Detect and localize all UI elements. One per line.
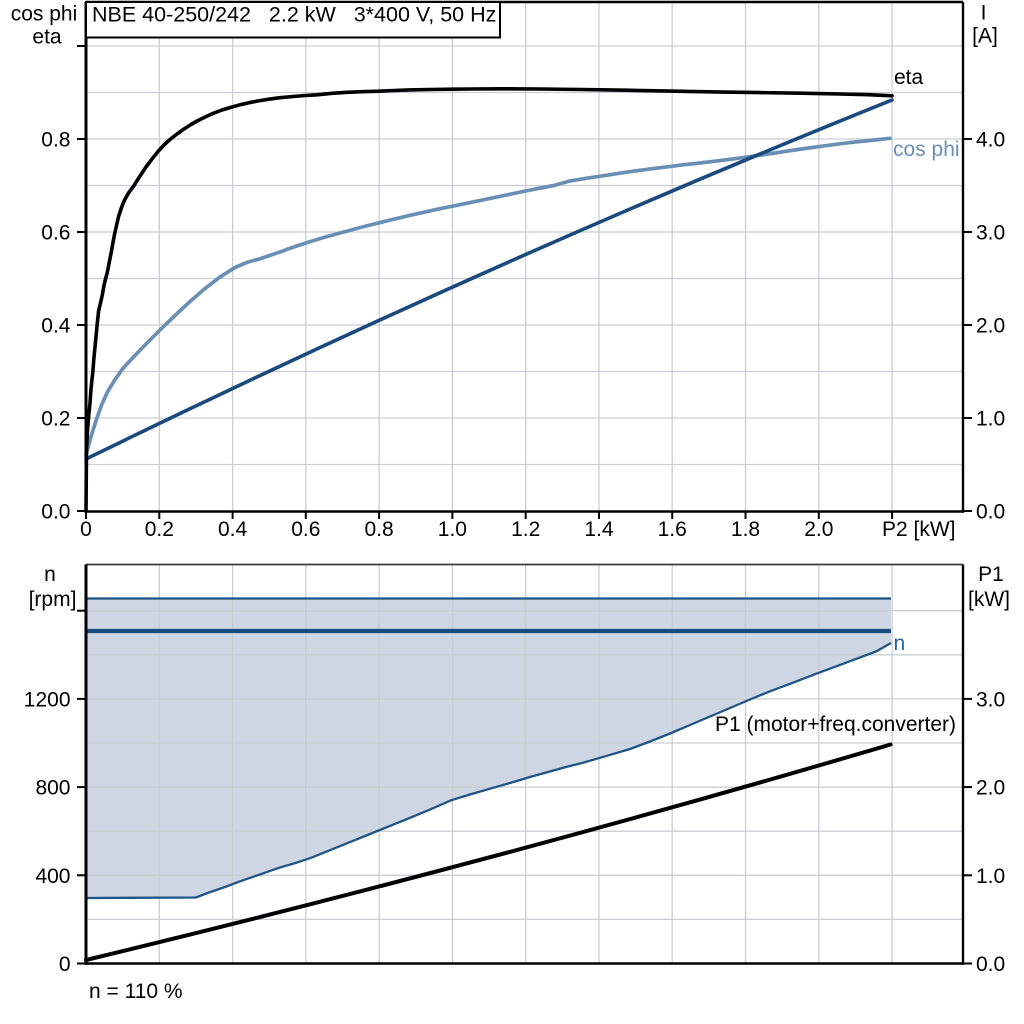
- svg-text:0.4: 0.4: [218, 518, 248, 541]
- svg-text:n: n: [894, 632, 906, 655]
- svg-text:1.0: 1.0: [438, 518, 467, 541]
- svg-text:[A]: [A]: [972, 25, 998, 48]
- svg-text:n = 110 %: n = 110 %: [89, 980, 183, 1003]
- svg-text:eta: eta: [32, 26, 62, 49]
- svg-text:4.0: 4.0: [976, 129, 1005, 152]
- svg-text:3.0: 3.0: [976, 222, 1005, 245]
- svg-text:1200: 1200: [24, 688, 71, 711]
- svg-text:P1 (motor+freq.converter): P1 (motor+freq.converter): [715, 713, 956, 736]
- svg-text:1.6: 1.6: [658, 518, 687, 541]
- svg-text:3.0: 3.0: [976, 688, 1005, 711]
- svg-text:0.8: 0.8: [364, 518, 393, 541]
- svg-text:eta: eta: [894, 66, 924, 89]
- svg-text:0.0: 0.0: [976, 501, 1005, 524]
- svg-text:2.0: 2.0: [976, 777, 1005, 800]
- svg-text:1.4: 1.4: [584, 518, 614, 541]
- svg-text:0: 0: [80, 518, 92, 541]
- svg-text:0.6: 0.6: [41, 222, 70, 245]
- svg-text:n: n: [44, 563, 56, 586]
- svg-text:400: 400: [35, 865, 70, 888]
- svg-text:0.4: 0.4: [41, 315, 71, 338]
- svg-text:P1: P1: [978, 563, 1004, 586]
- svg-text:cos phi: cos phi: [11, 3, 78, 26]
- svg-text:2.0: 2.0: [804, 518, 833, 541]
- svg-text:0.8: 0.8: [41, 129, 70, 152]
- svg-text:800: 800: [35, 777, 70, 800]
- svg-text:1.8: 1.8: [731, 518, 760, 541]
- svg-text:0.2: 0.2: [145, 518, 174, 541]
- svg-text:0.2: 0.2: [41, 408, 70, 431]
- svg-text:cos phi: cos phi: [893, 138, 960, 161]
- svg-text:1.0: 1.0: [976, 865, 1005, 888]
- svg-text:NBE 40-250/242 2.2 kW 3*40: NBE 40-250/242 2.2 kW 3*400 V, 50 Hz: [92, 2, 496, 26]
- svg-text:[kW]: [kW]: [968, 588, 1010, 611]
- svg-text:1.0: 1.0: [976, 408, 1005, 431]
- svg-text:1.2: 1.2: [511, 518, 540, 541]
- svg-text:P2 [kW]: P2 [kW]: [882, 518, 956, 541]
- svg-text:I: I: [981, 2, 987, 25]
- svg-text:2.0: 2.0: [976, 315, 1005, 338]
- svg-text:0.0: 0.0: [976, 953, 1005, 976]
- svg-text:0.6: 0.6: [291, 518, 320, 541]
- svg-text:0: 0: [59, 953, 71, 976]
- svg-text:[rpm]: [rpm]: [29, 588, 77, 611]
- svg-text:0.0: 0.0: [41, 501, 70, 524]
